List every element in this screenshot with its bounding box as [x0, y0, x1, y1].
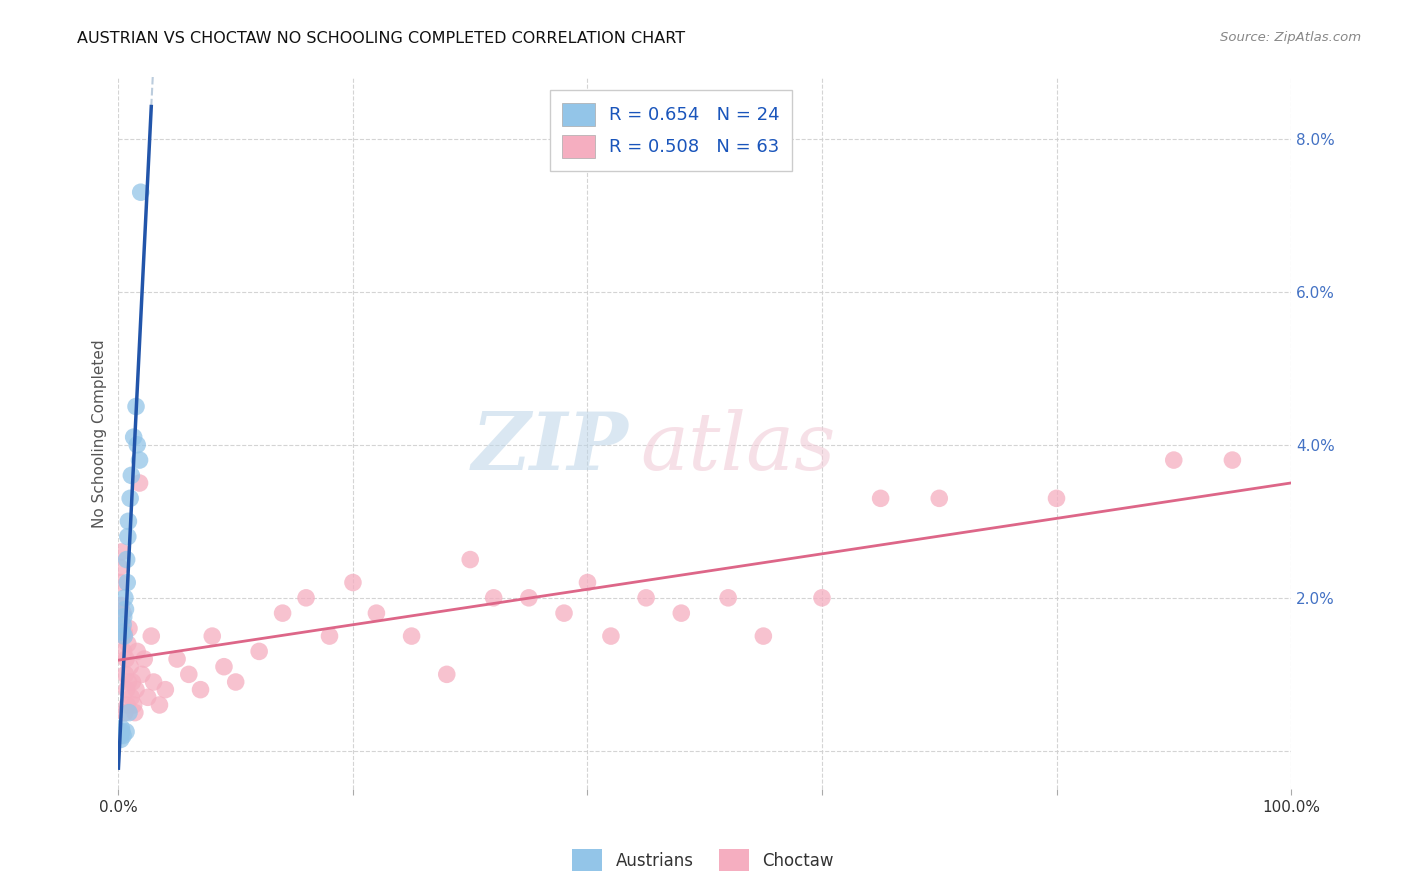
- Point: [600, 629, 623, 643]
- Point: [1222, 453, 1244, 467]
- Point: [120, 659, 142, 673]
- Point: [127, 438, 149, 452]
- Point: [553, 606, 575, 620]
- Point: [115, 552, 138, 566]
- Point: [212, 659, 235, 673]
- Point: [114, 706, 136, 720]
- Point: [111, 724, 134, 739]
- Text: Source: ZipAtlas.com: Source: ZipAtlas.com: [1220, 31, 1361, 45]
- Legend: Austrians, Choctaw: Austrians, Choctaw: [564, 841, 842, 880]
- Point: [112, 610, 135, 624]
- Point: [122, 430, 145, 444]
- Point: [118, 622, 141, 636]
- Text: ZIP: ZIP: [471, 409, 628, 486]
- Point: [111, 622, 134, 636]
- Point: [458, 552, 481, 566]
- Point: [120, 491, 142, 506]
- Point: [717, 591, 740, 605]
- Point: [115, 575, 138, 590]
- Point: [111, 625, 134, 640]
- Point: [671, 606, 693, 620]
- Point: [436, 667, 458, 681]
- Point: [517, 591, 540, 605]
- Point: [576, 575, 599, 590]
- Point: [117, 530, 139, 544]
- Point: [271, 606, 294, 620]
- Point: [110, 721, 132, 735]
- Point: [120, 468, 142, 483]
- Point: [114, 602, 136, 616]
- Point: [190, 682, 212, 697]
- Point: [318, 629, 340, 643]
- Point: [295, 591, 318, 605]
- Point: [114, 667, 136, 681]
- Point: [124, 706, 146, 720]
- Point: [155, 682, 177, 697]
- Point: [112, 644, 135, 658]
- Point: [401, 629, 423, 643]
- Point: [115, 724, 138, 739]
- Point: [112, 729, 135, 743]
- Point: [148, 698, 170, 712]
- Point: [120, 690, 142, 705]
- Point: [366, 606, 388, 620]
- Point: [115, 652, 138, 666]
- Point: [482, 591, 505, 605]
- Point: [112, 617, 135, 632]
- Point: [110, 732, 132, 747]
- Point: [115, 698, 138, 712]
- Point: [166, 652, 188, 666]
- Y-axis label: No Schooling Completed: No Schooling Completed: [93, 339, 107, 527]
- Point: [118, 706, 141, 720]
- Point: [112, 625, 135, 640]
- Point: [110, 545, 132, 559]
- Point: [108, 560, 131, 574]
- Point: [108, 729, 131, 743]
- Point: [125, 400, 148, 414]
- Point: [110, 599, 132, 613]
- Point: [142, 675, 165, 690]
- Point: [125, 682, 148, 697]
- Point: [752, 629, 775, 643]
- Legend: R = 0.654   N = 24, R = 0.508   N = 63: R = 0.654 N = 24, R = 0.508 N = 63: [550, 90, 793, 170]
- Point: [114, 591, 136, 605]
- Point: [121, 675, 143, 690]
- Point: [342, 575, 364, 590]
- Point: [111, 629, 134, 643]
- Point: [811, 591, 834, 605]
- Text: AUSTRIAN VS CHOCTAW NO SCHOOLING COMPLETED CORRELATION CHART: AUSTRIAN VS CHOCTAW NO SCHOOLING COMPLET…: [77, 31, 686, 46]
- Point: [136, 690, 159, 705]
- Point: [128, 453, 150, 467]
- Point: [869, 491, 891, 506]
- Point: [1045, 491, 1067, 506]
- Point: [247, 644, 270, 658]
- Point: [225, 675, 247, 690]
- Point: [129, 186, 152, 200]
- Point: [128, 476, 150, 491]
- Point: [636, 591, 658, 605]
- Point: [131, 667, 153, 681]
- Point: [928, 491, 950, 506]
- Point: [117, 514, 139, 528]
- Point: [127, 644, 149, 658]
- Point: [117, 675, 139, 690]
- Point: [122, 698, 145, 712]
- Point: [1163, 453, 1185, 467]
- Point: [112, 606, 135, 620]
- Point: [112, 629, 135, 643]
- Point: [201, 629, 224, 643]
- Point: [117, 637, 139, 651]
- Point: [108, 575, 131, 590]
- Point: [134, 652, 156, 666]
- Point: [115, 682, 138, 697]
- Text: atlas: atlas: [640, 409, 835, 486]
- Point: [141, 629, 163, 643]
- Point: [177, 667, 200, 681]
